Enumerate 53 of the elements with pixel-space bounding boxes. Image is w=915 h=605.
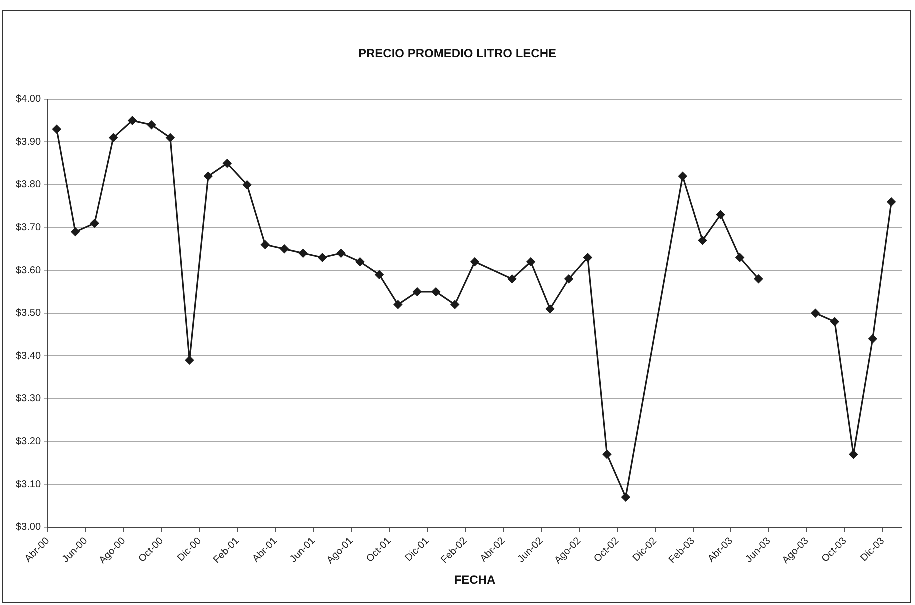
point <box>678 172 688 181</box>
y-tick-label: $3.60 <box>16 265 42 276</box>
point <box>166 134 175 142</box>
point <box>318 253 327 262</box>
x-axis-title: FECHA <box>454 573 496 588</box>
point <box>71 228 80 236</box>
point <box>128 116 137 126</box>
point <box>526 258 536 266</box>
point <box>450 300 460 310</box>
point <box>698 236 708 245</box>
point <box>204 172 213 181</box>
point <box>242 180 252 190</box>
point <box>716 210 726 220</box>
point <box>90 219 100 228</box>
y-tick-label: $4.00 <box>16 94 42 106</box>
point <box>299 249 308 258</box>
point <box>432 288 440 296</box>
point <box>109 134 118 142</box>
point <box>147 120 156 130</box>
point <box>336 249 346 258</box>
point <box>394 300 402 310</box>
y-tick-label: $3.70 <box>16 222 42 234</box>
y-tick-label: $3.50 <box>16 308 42 320</box>
point <box>811 309 820 318</box>
point <box>261 240 270 250</box>
point <box>356 258 365 266</box>
point <box>736 253 744 262</box>
point <box>185 356 194 365</box>
point <box>602 450 612 459</box>
y-tick-label: $3.30 <box>16 394 42 405</box>
point <box>52 125 62 134</box>
y-tick-label: $3.20 <box>16 436 42 448</box>
point <box>375 270 384 280</box>
point <box>508 274 517 284</box>
point <box>849 450 858 459</box>
point <box>622 493 630 502</box>
y-tick-label: $3.10 <box>16 479 42 490</box>
point <box>564 274 574 284</box>
point <box>754 274 764 284</box>
y-tick-label: $3.80 <box>16 180 42 191</box>
point <box>470 258 480 266</box>
point <box>413 288 422 296</box>
y-tick-label: $3.00 <box>16 522 42 534</box>
point <box>280 244 289 254</box>
point <box>546 304 555 314</box>
y-tick-label: $3.40 <box>16 350 42 362</box>
chart-title: PRECIO PROMEDIO LITRO LECHE <box>358 46 557 61</box>
point <box>584 253 592 262</box>
point <box>223 159 232 168</box>
point <box>887 198 896 206</box>
point <box>830 318 840 326</box>
y-tick-label: $3.90 <box>16 136 42 148</box>
point <box>868 334 878 344</box>
